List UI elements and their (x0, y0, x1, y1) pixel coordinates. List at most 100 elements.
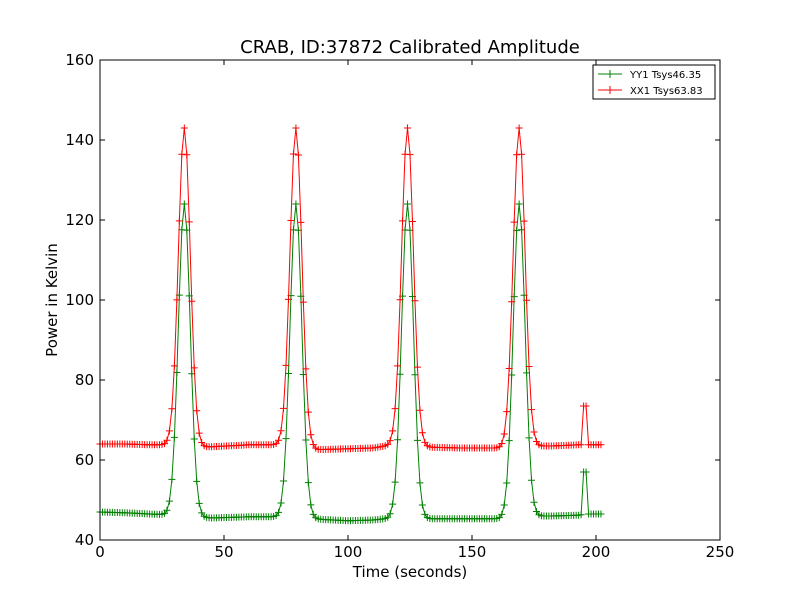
series-layer (96, 124, 605, 525)
y-tick-label: 120 (65, 211, 94, 229)
series-point-1 (396, 296, 404, 304)
series-point-0 (500, 501, 508, 509)
series-point-1 (408, 217, 416, 225)
x-tick-label: 50 (214, 543, 233, 561)
series-point-1 (280, 404, 288, 412)
series-point-1 (284, 295, 292, 303)
series-point-1 (498, 439, 506, 447)
plot-area: 0 50 100 150 200 250 40 60 80 100 120 140 160 (65, 51, 734, 561)
series-point-0 (416, 479, 424, 487)
y-axis-label: Power in Kelvin (43, 243, 61, 357)
series-point-0 (304, 479, 312, 487)
series-point-1 (175, 217, 183, 225)
series-point-1 (525, 362, 533, 370)
series-point-0 (391, 478, 399, 486)
series-point-0 (307, 501, 315, 509)
y-tick-label: 100 (65, 291, 94, 309)
series-point-1 (505, 364, 513, 372)
series-point-1 (510, 218, 518, 226)
series-point-1 (170, 362, 178, 370)
series-point-1 (165, 427, 173, 435)
series-point-0 (515, 200, 523, 208)
series-point-0 (386, 510, 394, 518)
series-point-1 (413, 363, 421, 371)
series-point-0 (193, 477, 201, 485)
series-point-0 (195, 499, 203, 507)
series-point-1 (520, 217, 528, 225)
series-point-1 (500, 430, 508, 438)
series-point-1 (582, 402, 590, 410)
series-point-0 (389, 500, 397, 508)
series-point-0 (170, 433, 178, 441)
series-point-0 (525, 434, 533, 442)
series-point-1 (503, 408, 511, 416)
x-axis-label: Time (seconds) (352, 563, 468, 581)
series-point-1 (399, 217, 407, 225)
series-point-0 (394, 436, 402, 444)
y-tick-label: 40 (75, 531, 94, 549)
y-tick-label: 160 (65, 51, 94, 69)
series-point-1 (530, 428, 538, 436)
series-point-0 (418, 501, 426, 509)
series-point-1 (411, 297, 419, 305)
series-point-1 (309, 441, 317, 449)
series-point-0 (302, 436, 310, 444)
series-point-0 (163, 506, 171, 514)
series-point-1 (292, 124, 300, 132)
series-point-1 (518, 150, 526, 158)
series-point-0 (280, 477, 288, 485)
legend-label-yy1: YY1 Tsys46.35 (629, 70, 701, 81)
series-point-0 (275, 508, 283, 516)
legend-marker-xx1 (606, 86, 614, 94)
legend-label-xx1: XX1 Tsys63.83 (630, 86, 703, 97)
series-point-0 (528, 476, 536, 484)
series-point-1 (528, 406, 536, 414)
series-point-1 (190, 364, 198, 372)
series-point-0 (582, 468, 590, 476)
series-point-0 (498, 510, 506, 518)
chart-title: CRAB, ID:37872 Calibrated Amplitude (240, 37, 580, 58)
series-point-1 (384, 440, 392, 448)
series-point-0 (530, 498, 538, 506)
series-point-1 (185, 218, 193, 226)
x-tick-label: 100 (334, 543, 363, 561)
series-point-1 (386, 437, 394, 445)
series-point-1 (394, 362, 402, 370)
series-point-0 (597, 510, 605, 518)
y-tick-label: 80 (75, 371, 94, 389)
x-tick-label: 200 (582, 543, 611, 561)
legend-frame (592, 64, 716, 100)
x-tick-label: 250 (706, 543, 735, 561)
series-point-1 (416, 406, 424, 414)
series-point-0 (503, 479, 511, 487)
series-point-1 (275, 436, 283, 444)
series-point-1 (168, 405, 176, 413)
series-point-1 (299, 298, 307, 306)
series-point-1 (404, 124, 412, 132)
series-point-1 (282, 361, 290, 369)
series-point-0 (180, 200, 188, 208)
series-point-1 (287, 217, 295, 225)
series-point-1 (183, 151, 191, 159)
series-point-1 (508, 298, 516, 306)
series-point-1 (307, 431, 315, 439)
series-point-1 (597, 441, 605, 449)
series-point-1 (391, 405, 399, 413)
series-point-0 (404, 200, 412, 208)
plot-background (100, 60, 720, 540)
series-point-1 (277, 427, 285, 435)
series-point-1 (193, 407, 201, 415)
y-tick-label: 140 (65, 131, 94, 149)
ticks-layer: 0 50 100 150 200 250 40 60 80 100 120 140 160 (65, 51, 734, 561)
series-point-1 (304, 408, 312, 416)
legend: YY1 Tsys46.35 XX1 Tsys63.83 (592, 64, 716, 100)
series-point-1 (180, 124, 188, 132)
series-point-0 (282, 435, 290, 443)
series-point-0 (505, 437, 513, 445)
series-point-0 (277, 499, 285, 507)
series-point-1 (406, 151, 414, 159)
series-point-1 (515, 124, 523, 132)
series-point-0 (190, 435, 198, 443)
series-point-0 (396, 370, 404, 378)
series-point-1 (523, 296, 531, 304)
